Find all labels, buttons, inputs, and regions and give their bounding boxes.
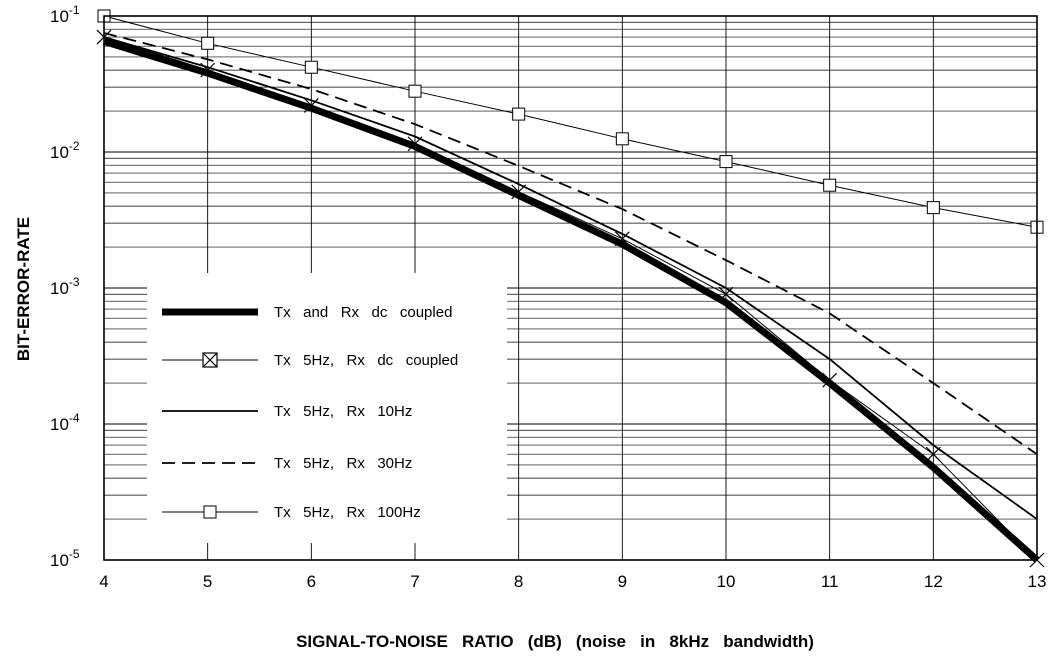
x-tick-label: 11 [821, 572, 839, 591]
data-point-cross [822, 372, 838, 388]
series-lines [102, 15, 1040, 563]
x-tick-label: 9 [618, 572, 627, 591]
x-axis-title: SIGNAL-TO-NOISE RATIO (dB) (noise in 8kH… [296, 632, 814, 651]
series-line-2 [103, 36, 1038, 561]
x-tick-labels: 4 5 6 7 8 9 10 11 12 13 [99, 572, 1046, 591]
y-axis-title: BIT-ERROR-RATE [14, 217, 33, 361]
legend-item-3: Tx 5Hz, Rx 10Hz [162, 403, 412, 420]
legend-label: Tx 5Hz, Rx 100Hz [274, 504, 421, 521]
data-point-cross [718, 286, 734, 302]
marker-stroke [511, 184, 527, 200]
x-tick-label: 10 [717, 572, 736, 591]
marker-stroke [202, 352, 218, 368]
y-tick-label: 10-5 [50, 547, 80, 570]
plot-frame [103, 15, 1038, 561]
data-point-cross [511, 184, 527, 200]
x-tick-label: 12 [924, 572, 943, 591]
series-line-4 [103, 32, 1038, 455]
x-tick-label: 6 [307, 572, 316, 591]
marker-stroke [822, 372, 838, 388]
data-point-square [719, 155, 733, 169]
legend-item-4: Tx 5Hz, Rx 30Hz [162, 455, 412, 472]
data-point-square [926, 201, 940, 215]
data-point-square [408, 84, 422, 98]
data-point-cross [200, 62, 216, 78]
data-point-square [201, 36, 215, 50]
marker-stroke [200, 62, 216, 78]
data-point-square [823, 178, 837, 192]
x-tick-label: 7 [410, 572, 419, 591]
data-point-cross [303, 98, 319, 113]
legend-marker-square [203, 505, 217, 519]
y-tick-label: 10-2 [50, 139, 80, 162]
marker-stroke [614, 231, 630, 247]
marker-stroke [925, 446, 941, 462]
legend-label: Tx 5Hz, Rx 10Hz [274, 403, 412, 420]
y-tick-label: 10-4 [50, 411, 80, 434]
data-point-square [615, 132, 629, 146]
series-line-3 [103, 36, 1038, 520]
series-line-5 [103, 15, 1038, 228]
legend-item-1: Tx and Rx dc coupled [162, 304, 452, 321]
x-tick-label: 5 [203, 572, 212, 591]
marker-stroke [718, 286, 734, 302]
legend: Tx and Rx dc coupled Tx 5Hz, Rx dc couple… [162, 304, 458, 521]
legend-label: Tx 5Hz, Rx 30Hz [274, 455, 412, 472]
legend-item-2: Tx 5Hz, Rx dc coupled [162, 352, 458, 369]
x-tick-label: 13 [1028, 572, 1047, 591]
data-point-square [304, 60, 318, 74]
series-line-1 [102, 38, 1040, 563]
y-tick-label: 10-3 [50, 275, 80, 298]
data-point-cross [614, 231, 630, 247]
x-tick-label: 4 [99, 572, 108, 591]
y-tick-labels: 10-1 10-2 10-3 10-4 10-5 [50, 3, 80, 570]
axes [103, 15, 1038, 561]
data-point-square [512, 107, 526, 121]
data-point-cross [925, 446, 941, 462]
marker-stroke [407, 136, 423, 152]
legend-label: Tx 5Hz, Rx dc coupled [274, 352, 458, 369]
x-tick-label: 8 [514, 572, 523, 591]
data-point-cross [407, 136, 423, 152]
marker-stroke [303, 98, 319, 113]
legend-label: Tx and Rx dc coupled [274, 304, 452, 321]
y-tick-label: 10-1 [50, 3, 80, 26]
legend-item-5: Tx 5Hz, Rx 100Hz [162, 504, 421, 521]
legend-background [147, 273, 507, 543]
